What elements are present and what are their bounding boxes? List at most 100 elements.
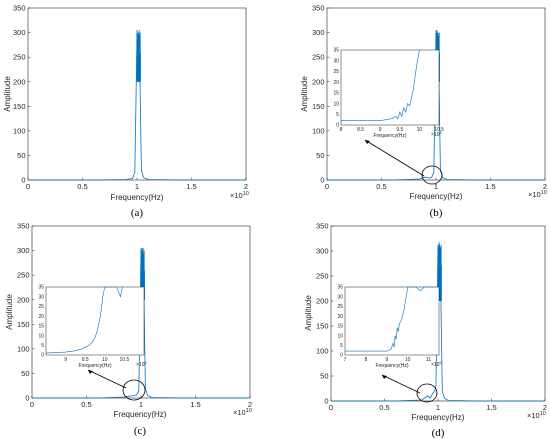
y-tick-label: 350 [316, 222, 329, 231]
x-tick-label: 0.5 [376, 182, 386, 191]
y-tick-label: 250 [316, 272, 329, 281]
x-tick-label: 0.5 [81, 400, 91, 409]
y-tick-label: 350 [17, 222, 30, 231]
y-tick-label: 200 [316, 297, 329, 306]
zoom-arrowhead [88, 370, 93, 374]
inset-y-tick-label: 35 [333, 48, 339, 54]
inset-y-tick-label: 15 [38, 324, 44, 330]
y-tick-label: 200 [13, 77, 26, 86]
y-tick-label: 150 [316, 322, 329, 331]
inset-x-tick-label: 11 [426, 357, 431, 363]
x-axis-label: Frequency(Hz) [412, 413, 465, 422]
y-tick-label: 50 [320, 372, 328, 381]
y-tick-label: 50 [21, 369, 29, 378]
x-tick-label: 1 [135, 182, 139, 191]
y-tick-label: 50 [17, 151, 25, 160]
inset-x-tick-label: 9.5 [82, 357, 89, 363]
x-multiplier-base: ×10 [527, 411, 540, 420]
y-tick-label: 200 [312, 77, 325, 86]
inset-frame [45, 286, 145, 356]
inset-y-tick-label: 0 [336, 123, 339, 129]
inset-y-tick-label: 25 [38, 304, 44, 310]
panel-a: 0 50 100 150 200 250 300 350 0 0.5 1 1.5 2 Frequency… [3, 4, 249, 219]
inset-x-multiplier-exponent: 9 [439, 361, 441, 365]
y-tick-label: 0 [320, 176, 324, 185]
inset-x-tick-label: 10 [405, 357, 411, 363]
x-tick-label: 0.5 [379, 403, 389, 412]
x-multiplier-exponent: 10 [243, 191, 249, 197]
y-tick-label: 100 [13, 126, 26, 135]
inset-x-multiplier: ×109 [431, 131, 441, 138]
inset-y-tick-label: 35 [337, 285, 343, 291]
inset-x-tick-label: 9 [379, 127, 382, 133]
inset-x-tick-label: 9 [64, 357, 67, 363]
y-axis-label: Amplitude [304, 295, 313, 331]
y-tick-label: 300 [17, 246, 30, 255]
y-tick-label: 100 [312, 126, 325, 135]
inset-y-tick-label: 5 [41, 343, 44, 349]
x-multiplier-exponent: 10 [541, 190, 547, 196]
y-tick-label: 0 [21, 176, 25, 185]
inset-y-tick-label: 30 [337, 294, 343, 300]
y-tick-label: 150 [13, 102, 26, 111]
inset-y-tick-label: 25 [337, 304, 343, 310]
inset-y-tick-label: 35 [38, 285, 44, 291]
series-group [28, 30, 246, 181]
inset-series-line [345, 286, 439, 352]
inset-x-tick-label: 10.5 [434, 127, 444, 133]
x-axis-label: Frequency(Hz) [114, 410, 167, 419]
x-tick-label: 2 [248, 400, 252, 409]
inset-y-tick-label: 20 [38, 314, 44, 320]
x-tick-label: 0.5 [77, 182, 87, 191]
panel-label: (d) [432, 427, 445, 439]
inset-y-tick-label: 30 [333, 58, 339, 64]
x-multiplier-base: ×10 [230, 191, 243, 200]
inset-x-tick-label: 7 [344, 357, 347, 363]
x-multiplier: ×1010 [230, 191, 249, 200]
x-multiplier-exponent: 10 [540, 411, 546, 417]
y-axis-label: Amplitude [300, 76, 309, 112]
inset-y-tick-label: 0 [340, 353, 343, 359]
inset-x-axis-label: Frequency(Hz) [373, 133, 406, 139]
panel-label: (b) [430, 207, 443, 219]
inset-y-tick-label: 25 [333, 69, 339, 75]
inset-y-tick-label: 15 [333, 91, 339, 97]
x-multiplier: ×1010 [233, 408, 252, 417]
x-tick-label: 2 [244, 182, 248, 191]
inset-x-axis-label: Frequency(Hz) [78, 363, 111, 369]
x-tick-label: 1.5 [190, 400, 200, 409]
y-tick-label: 300 [316, 247, 329, 256]
y-axis-label: Amplitude [5, 294, 14, 330]
y-tick-label: 100 [17, 344, 30, 353]
inset-x-multiplier-exponent: 9 [439, 131, 441, 135]
inset-x-multiplier-base: ×10 [431, 132, 440, 138]
inset-x-tick-label: 8 [340, 127, 343, 133]
y-tick-label: 350 [312, 4, 325, 13]
inset-x-tick-label: 10 [102, 357, 108, 363]
inset-plot: 0 5 10 15 20 25 30 35 9 9.5 10 10.5 Frequency(Hz) ×10… [38, 285, 146, 401]
inset-plot: 0 5 10 15 20 25 30 35 8 8.5 9 9.5 10 10.5 Frequency(Hz… [333, 48, 444, 185]
panel-label-text: (d) [432, 427, 445, 439]
zoom-circle [122, 379, 146, 401]
y-tick-label: 50 [316, 151, 324, 160]
y-tick-label: 100 [316, 347, 329, 356]
x-tick-label: 1.5 [485, 182, 495, 191]
y-tick-label: 300 [13, 28, 26, 37]
zoom-arrowhead [365, 140, 370, 144]
x-tick-label: 0 [325, 182, 329, 191]
panel-label-text: (b) [430, 207, 443, 219]
y-tick-label: 250 [13, 53, 26, 62]
inset-series-line [45, 286, 123, 354]
x-tick-label: 1.5 [186, 182, 196, 191]
x-tick-label: 0 [30, 400, 34, 409]
y-tick-label: 250 [312, 53, 325, 62]
zoom-leader-line [87, 369, 127, 389]
inset-y-tick-label: 5 [340, 343, 343, 349]
peak-oscillation [136, 32, 141, 82]
zoom-leader-line [364, 139, 425, 177]
x-multiplier-base: ×10 [528, 190, 541, 199]
